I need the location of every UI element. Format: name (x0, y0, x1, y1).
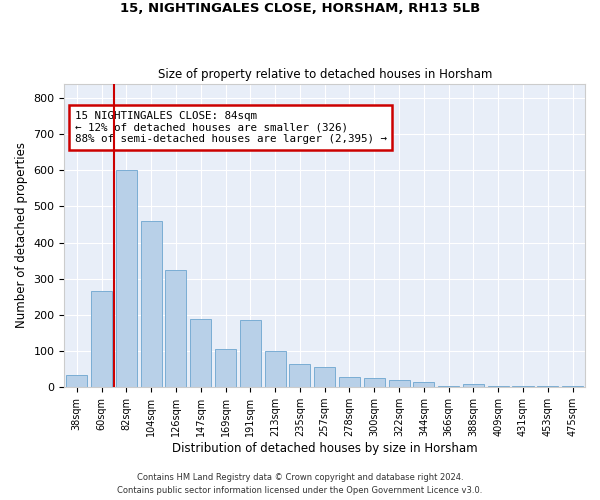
Bar (190, 318, 211, 387)
Bar (512, 386, 533, 387)
Bar (166, 270, 187, 387)
Bar (66, 374, 88, 387)
Bar (140, 221, 162, 387)
Bar (314, 368, 335, 387)
Text: Contains HM Land Registry data © Crown copyright and database right 2024.
Contai: Contains HM Land Registry data © Crown c… (118, 474, 482, 495)
Bar (438, 386, 459, 387)
Bar (339, 377, 360, 387)
Text: 15 NIGHTINGALES CLOSE: 84sqm
← 12% of detached houses are smaller (326)
88% of s: 15 NIGHTINGALES CLOSE: 84sqm ← 12% of de… (75, 111, 387, 144)
Title: Size of property relative to detached houses in Horsham: Size of property relative to detached ho… (158, 68, 492, 81)
Bar (364, 378, 385, 387)
Bar (91, 292, 112, 387)
Bar (562, 386, 583, 387)
Bar (289, 364, 310, 387)
Bar (240, 320, 261, 387)
Bar (215, 350, 236, 387)
Bar (116, 170, 137, 387)
Bar (265, 351, 286, 387)
Bar (413, 382, 434, 387)
Bar (488, 386, 509, 387)
Bar (537, 386, 559, 387)
Bar (463, 384, 484, 387)
X-axis label: Distribution of detached houses by size in Horsham: Distribution of detached houses by size … (172, 442, 478, 455)
Text: 15, NIGHTINGALES CLOSE, HORSHAM, RH13 5LB: 15, NIGHTINGALES CLOSE, HORSHAM, RH13 5L… (120, 2, 480, 16)
Bar (389, 380, 410, 387)
Y-axis label: Number of detached properties: Number of detached properties (15, 142, 28, 328)
